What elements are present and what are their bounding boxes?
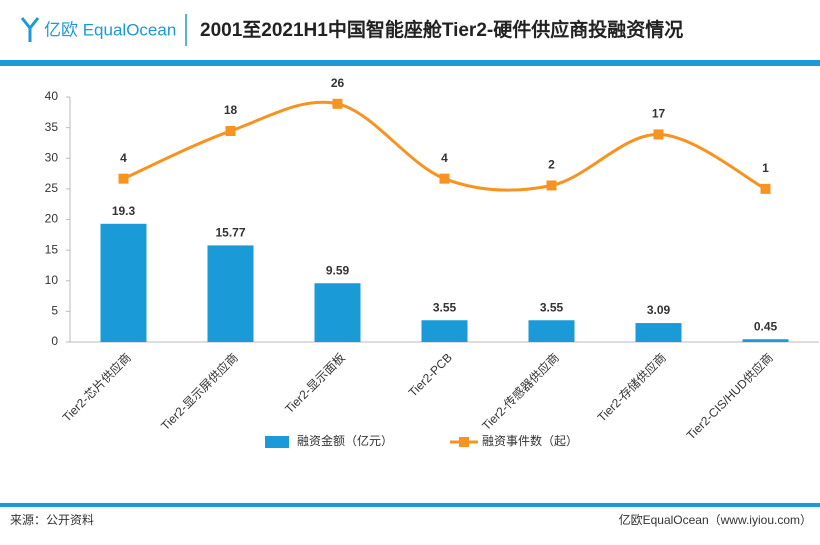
footer-band <box>0 503 820 507</box>
bar <box>100 223 147 342</box>
line-marker <box>546 180 557 191</box>
logo-icon <box>20 17 40 42</box>
bar <box>314 283 361 342</box>
y-tick-label: 35 <box>45 120 59 134</box>
data-label: 2 <box>548 158 555 172</box>
bar <box>421 320 468 342</box>
y-tick-label: 25 <box>45 181 59 195</box>
data-label: 3.55 <box>433 300 457 314</box>
bar <box>207 245 254 342</box>
data-label: 15.77 <box>215 226 245 240</box>
y-tick-label: 5 <box>51 304 58 318</box>
data-label: 3.09 <box>647 303 671 317</box>
data-label: 4 <box>120 151 127 165</box>
line-marker <box>225 126 236 137</box>
chart-title: 2001至2021H1中国智能座舱Tier2-硬件供应商投融资情况 <box>200 18 683 41</box>
header-band <box>0 60 820 66</box>
line-marker <box>439 173 450 184</box>
data-label: 18 <box>224 103 238 117</box>
footer-source: 来源：公开资料 <box>10 513 94 527</box>
line-marker <box>653 129 664 140</box>
y-tick-label: 0 <box>51 334 58 348</box>
legend-swatch <box>265 436 289 448</box>
logo-text: 亿欧 EqualOcean <box>44 20 176 39</box>
bar <box>528 320 575 342</box>
data-label: 0.45 <box>754 319 778 333</box>
data-label: 1 <box>762 161 769 175</box>
data-label: 3.55 <box>540 300 564 314</box>
data-label: 9.59 <box>326 263 350 277</box>
y-tick-label: 10 <box>45 273 59 287</box>
y-tick-label: 15 <box>45 242 59 256</box>
legend-label: 融资事件数（起） <box>482 433 578 448</box>
y-tick-label: 20 <box>45 212 59 226</box>
line-marker <box>332 98 343 109</box>
data-label: 17 <box>652 107 666 121</box>
data-label: 19.3 <box>112 204 136 218</box>
y-tick-label: 30 <box>45 150 59 164</box>
line-marker <box>118 173 129 184</box>
data-label: 26 <box>331 76 345 90</box>
footer-credit: 亿欧EqualOcean（www.iyiou.com） <box>619 512 812 527</box>
bar <box>635 323 682 342</box>
bar <box>742 339 789 342</box>
y-tick-label: 40 <box>45 89 59 103</box>
data-label: 4 <box>441 151 448 165</box>
line-marker <box>760 183 771 194</box>
legend-label: 融资金额（亿元） <box>297 433 393 448</box>
legend-swatch <box>459 437 469 447</box>
